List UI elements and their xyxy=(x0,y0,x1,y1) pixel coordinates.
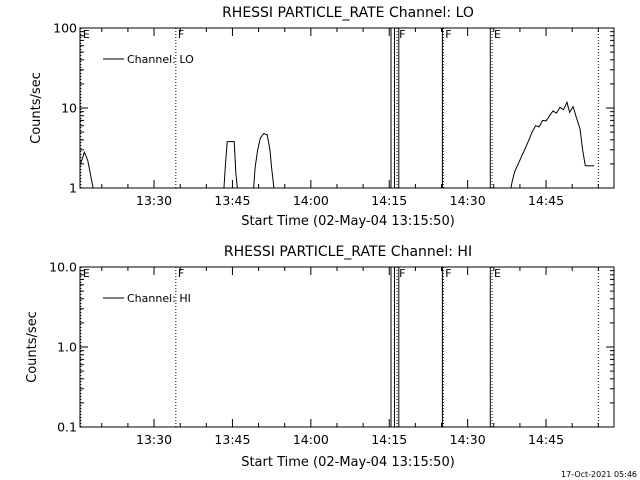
flag-label: E xyxy=(494,267,501,280)
series-lo xyxy=(80,100,594,188)
legend-label: Channel: HI xyxy=(127,292,191,305)
y-tick-label: 1 xyxy=(69,181,77,196)
flag-label: F xyxy=(178,28,184,41)
flag-label: E xyxy=(83,28,90,41)
x-tick-label: 13:30 xyxy=(136,432,172,447)
timestamp-label: 17-Oct-2021 05:46 xyxy=(561,470,637,479)
x-axis-label-lo: Start Time (02-May-04 13:15:50) xyxy=(241,214,455,229)
y-tick-label: 10 xyxy=(61,101,77,116)
flag-label: F xyxy=(399,28,405,41)
x-tick-label: 14:00 xyxy=(293,432,329,447)
y-tick-label: 1.0 xyxy=(57,340,77,355)
plot-frame xyxy=(79,266,615,428)
flag-label: F xyxy=(445,267,451,280)
chart-title-hi: RHESSI PARTICLE_RATE Channel: HI xyxy=(224,244,472,260)
flag-label: F xyxy=(445,28,451,41)
y-tick-label: 0.1 xyxy=(57,420,77,435)
flag-label: E xyxy=(494,28,501,41)
series-line-segment xyxy=(253,132,275,188)
flag-label: F xyxy=(178,267,184,280)
legend-label: Channel: LO xyxy=(127,53,194,66)
y-axis-label-lo: Counts/sec xyxy=(29,72,44,144)
series-line-segment xyxy=(223,141,238,188)
series-line-segment xyxy=(80,150,94,188)
flag-label: F xyxy=(399,267,405,280)
panel-hi: 0.1 1.0 10.0 13:30 13:45 14:00 14:15 14:30 14:45… xyxy=(49,260,615,447)
x-tick-label: 14:30 xyxy=(450,193,486,208)
series-line-segment xyxy=(510,100,594,188)
x-tick-label: 14:15 xyxy=(371,432,407,447)
x-tick-label: 13:30 xyxy=(136,193,172,208)
x-tick-label: 14:45 xyxy=(528,432,564,447)
x-tick-label: 14:30 xyxy=(450,432,486,447)
x-axis-label-hi: Start Time (02-May-04 13:15:50) xyxy=(241,455,455,470)
chart-title-lo: RHESSI PARTICLE_RATE Channel: LO xyxy=(222,5,474,21)
x-tick-label: 14:00 xyxy=(293,193,329,208)
x-tick-label: 14:45 xyxy=(528,193,564,208)
panel-lo: 1 10 100 13:30 13:45 14:00 14:15 14:30 14:45 E F F F… xyxy=(53,21,615,208)
y-tick-label: 100 xyxy=(53,21,77,36)
y-axis-label-hi: Counts/sec xyxy=(25,311,40,383)
flag-label: E xyxy=(83,267,90,280)
x-tick-label: 13:45 xyxy=(214,432,250,447)
y-tick-label: 10.0 xyxy=(49,260,77,275)
x-tick-label: 13:45 xyxy=(214,193,250,208)
plot-frame xyxy=(79,27,615,189)
x-tick-label: 14:15 xyxy=(371,193,407,208)
